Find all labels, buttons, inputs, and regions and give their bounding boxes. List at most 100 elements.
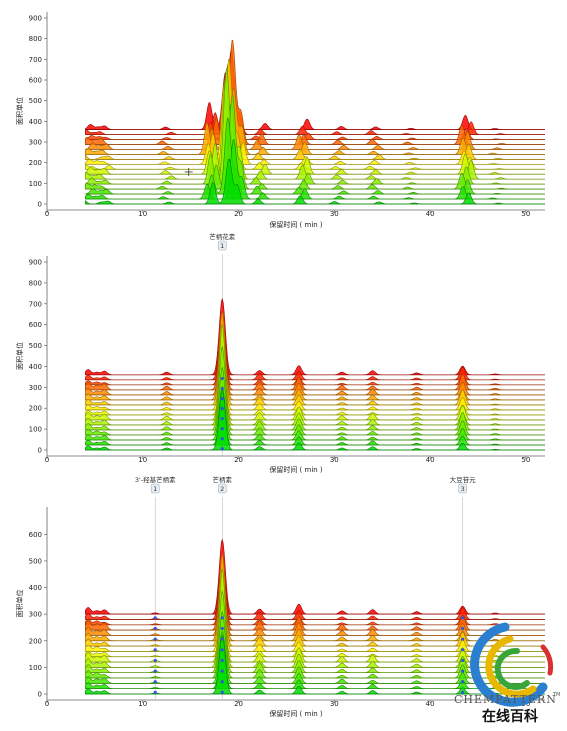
chromatogram-trace-12	[85, 336, 545, 396]
x-tick-label: 10	[138, 700, 147, 708]
x-tick-label: 20	[234, 700, 243, 708]
y-tick-label: 600	[29, 321, 42, 329]
chromatogram-trace-8	[85, 369, 545, 416]
chromatogram-trace-15	[85, 558, 545, 620]
peak-marker	[153, 616, 157, 620]
chromatogram-trace-11	[85, 311, 545, 401]
x-tick-label: 10	[138, 456, 147, 464]
peak-flag-index: 2	[220, 485, 224, 493]
peak-marker	[220, 447, 224, 451]
y-tick-label: 100	[29, 180, 42, 188]
y-axis-label: 面积单位	[15, 97, 24, 125]
chromatogram-trace-12	[85, 63, 545, 150]
x-tick-label: 10	[138, 210, 147, 218]
peak-marker	[220, 417, 224, 421]
peak-marker	[153, 626, 157, 631]
y-tick-label: 0	[38, 691, 42, 699]
peak-marker	[153, 690, 157, 695]
peak-marker	[220, 407, 224, 411]
y-tick-label: 400	[29, 363, 42, 371]
peak-flag-index: 3	[461, 485, 465, 493]
y-tick-label: 600	[29, 531, 42, 539]
peak-marker	[461, 658, 465, 663]
y-tick-label: 500	[29, 557, 42, 565]
x-tick-label: 0	[45, 210, 49, 218]
peak-flag-label: 芒柄素	[213, 475, 233, 484]
peak-marker	[220, 648, 224, 652]
peak-marker	[220, 658, 224, 663]
peak-marker	[461, 637, 465, 641]
peak-marker	[461, 616, 465, 620]
peak-marker	[220, 626, 224, 631]
chromatogram-trace-13	[85, 39, 545, 145]
peak-marker	[220, 669, 224, 673]
chromatogram-trace-1	[85, 158, 545, 205]
peak-flag-box	[150, 483, 160, 494]
chempattern-logo	[470, 622, 554, 707]
x-tick-label: 40	[426, 210, 435, 218]
y-tick-label: 700	[29, 300, 42, 308]
logo-arc-yellow	[485, 635, 537, 698]
peak-marker	[153, 680, 157, 684]
peak-marker	[153, 658, 157, 663]
chromatogram-trace-5	[85, 345, 545, 431]
logo-arc-blue	[470, 622, 548, 707]
chromatogram-trace-10	[85, 331, 545, 406]
x-tick-label: 0	[45, 456, 49, 464]
y-tick-label: 700	[29, 56, 42, 64]
peak-flag-index: 1	[153, 485, 157, 493]
y-tick-label: 800	[29, 279, 42, 287]
peak-marker	[461, 680, 465, 684]
y-tick-label: 300	[29, 611, 42, 619]
chromatogram-trace-3	[85, 116, 545, 195]
chromatogram-trace-7	[85, 78, 545, 175]
x-tick-label: 30	[330, 700, 339, 708]
logo-arc-green	[494, 647, 530, 690]
x-tick-label: 40	[426, 456, 435, 464]
y-tick-label: 100	[29, 426, 42, 434]
chromatogram-trace-16	[85, 71, 545, 130]
peak-flag-label: 3'-羟基芒柄素	[135, 475, 176, 484]
y-tick-label: 500	[29, 342, 42, 350]
x-tick-label: 50	[521, 456, 530, 464]
chromatogram-trace-4	[85, 93, 545, 190]
y-tick-label: 300	[29, 139, 42, 147]
chromatogram-trace-13	[85, 315, 545, 391]
x-tick-label: 40	[426, 700, 435, 708]
peak-flag-label: 大豆苷元	[450, 475, 477, 484]
chromatogram-trace-9	[85, 82, 545, 165]
chromatogram-trace-15	[85, 317, 545, 381]
logo-brand: CHEMPATTERN	[454, 693, 557, 706]
peak-marker	[220, 616, 224, 620]
x-tick-label: 20	[234, 210, 243, 218]
peak-flag-box	[458, 483, 467, 494]
peak-flag-index: 1	[220, 242, 224, 250]
y-tick-label: 300	[29, 384, 42, 392]
peak-marker	[220, 690, 224, 695]
x-tick-label: 0	[45, 700, 49, 708]
chromatogram-trace-6	[85, 102, 545, 180]
chempattern-wordmark: CHEMPATTERN TM 在线百科	[454, 692, 560, 725]
y-axis-label: 面积单位	[15, 590, 24, 618]
x-axis-label: 保留时间 ( min )	[269, 220, 323, 229]
chromatogram-trace-15	[85, 48, 545, 135]
peak-marker	[461, 626, 465, 631]
x-axis-label: 保留时间 ( min )	[269, 465, 323, 474]
peak-marker	[153, 637, 157, 641]
y-tick-label: 100	[29, 664, 42, 672]
peak-marker	[220, 386, 224, 391]
y-tick-label: 900	[29, 259, 42, 267]
peak-marker	[220, 637, 224, 641]
logo-arc-red	[540, 644, 554, 676]
peak-marker	[461, 648, 465, 652]
peak-marker	[153, 648, 157, 652]
y-tick-label: 200	[29, 159, 42, 167]
peak-marker	[220, 427, 224, 431]
peak-marker	[220, 397, 224, 401]
chromatogram-trace-14	[85, 336, 545, 386]
y-tick-label: 0	[38, 447, 42, 455]
x-tick-label: 30	[330, 210, 339, 218]
